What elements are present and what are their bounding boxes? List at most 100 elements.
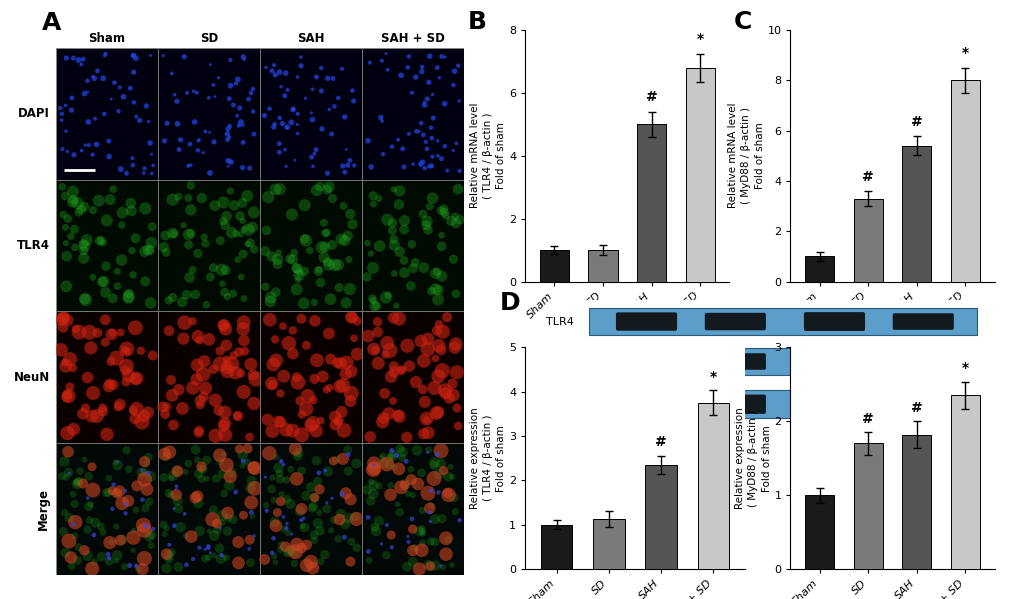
Bar — [685, 68, 714, 282]
Point — [218, 340, 234, 350]
Point — [260, 192, 276, 202]
Point — [330, 260, 346, 270]
Point — [125, 533, 142, 543]
Point — [60, 389, 76, 399]
Point — [284, 105, 301, 114]
Point — [77, 295, 94, 305]
Point — [92, 236, 108, 246]
Point — [229, 111, 246, 120]
Point — [383, 142, 399, 152]
Point — [164, 195, 180, 204]
Point — [429, 450, 445, 459]
Point — [182, 181, 199, 190]
Point — [211, 450, 227, 460]
Point — [158, 524, 174, 533]
Point — [365, 191, 381, 201]
Point — [333, 234, 350, 244]
Point — [90, 328, 106, 338]
Point — [285, 104, 302, 114]
Point — [160, 551, 176, 561]
Point — [219, 508, 235, 518]
Point — [377, 49, 393, 58]
Point — [143, 471, 159, 481]
Point — [316, 253, 332, 262]
Point — [212, 236, 228, 246]
Point — [284, 426, 301, 435]
Point — [219, 527, 235, 536]
Point — [444, 390, 461, 400]
FancyBboxPatch shape — [704, 395, 765, 414]
Point — [336, 533, 353, 542]
Point — [444, 80, 461, 90]
Point — [220, 513, 236, 522]
Point — [278, 162, 294, 171]
Point — [195, 148, 211, 158]
Point — [275, 371, 291, 381]
Point — [76, 140, 93, 150]
Point — [436, 141, 452, 151]
Point — [415, 429, 431, 438]
Point — [202, 60, 218, 69]
Point — [161, 555, 177, 564]
Point — [435, 204, 451, 213]
Point — [93, 235, 109, 245]
Point — [197, 544, 213, 554]
Point — [256, 555, 272, 564]
Point — [113, 220, 129, 230]
Point — [306, 493, 322, 503]
FancyBboxPatch shape — [803, 312, 864, 331]
Point — [110, 457, 126, 467]
Point — [67, 518, 84, 527]
Point — [181, 273, 198, 282]
Point — [339, 161, 356, 170]
Point — [382, 480, 398, 490]
Point — [243, 498, 259, 507]
Point — [430, 285, 446, 295]
Point — [95, 407, 111, 416]
Point — [297, 523, 313, 533]
Point — [272, 389, 288, 398]
Point — [439, 488, 455, 498]
Point — [291, 507, 308, 516]
Point — [211, 406, 227, 415]
Point — [99, 216, 115, 225]
Point — [385, 450, 401, 460]
Point — [374, 450, 390, 460]
Point — [65, 489, 82, 499]
Text: D: D — [499, 291, 520, 314]
Point — [234, 324, 251, 334]
Point — [313, 243, 329, 252]
Point — [403, 464, 419, 474]
Point — [436, 99, 452, 108]
Point — [328, 455, 344, 465]
Point — [223, 468, 239, 477]
Point — [242, 164, 258, 173]
Point — [236, 346, 253, 356]
Point — [243, 88, 259, 98]
Point — [235, 55, 252, 64]
Point — [416, 98, 432, 107]
Point — [97, 51, 113, 60]
Point — [62, 355, 78, 364]
Text: #: # — [861, 170, 873, 184]
Point — [432, 345, 448, 355]
Bar — [645, 465, 676, 569]
Point — [141, 117, 157, 126]
Point — [268, 452, 284, 462]
Point — [242, 238, 258, 248]
Point — [382, 490, 398, 500]
Point — [100, 488, 116, 497]
Point — [395, 162, 412, 172]
Point — [73, 205, 90, 214]
Point — [311, 265, 327, 274]
Point — [348, 514, 365, 524]
Point — [137, 277, 153, 286]
Point — [372, 113, 388, 122]
Point — [447, 219, 464, 228]
Point — [426, 515, 442, 524]
Point — [108, 458, 124, 467]
Point — [69, 198, 86, 208]
Point — [305, 395, 321, 405]
Point — [414, 67, 430, 77]
Point — [433, 52, 449, 61]
